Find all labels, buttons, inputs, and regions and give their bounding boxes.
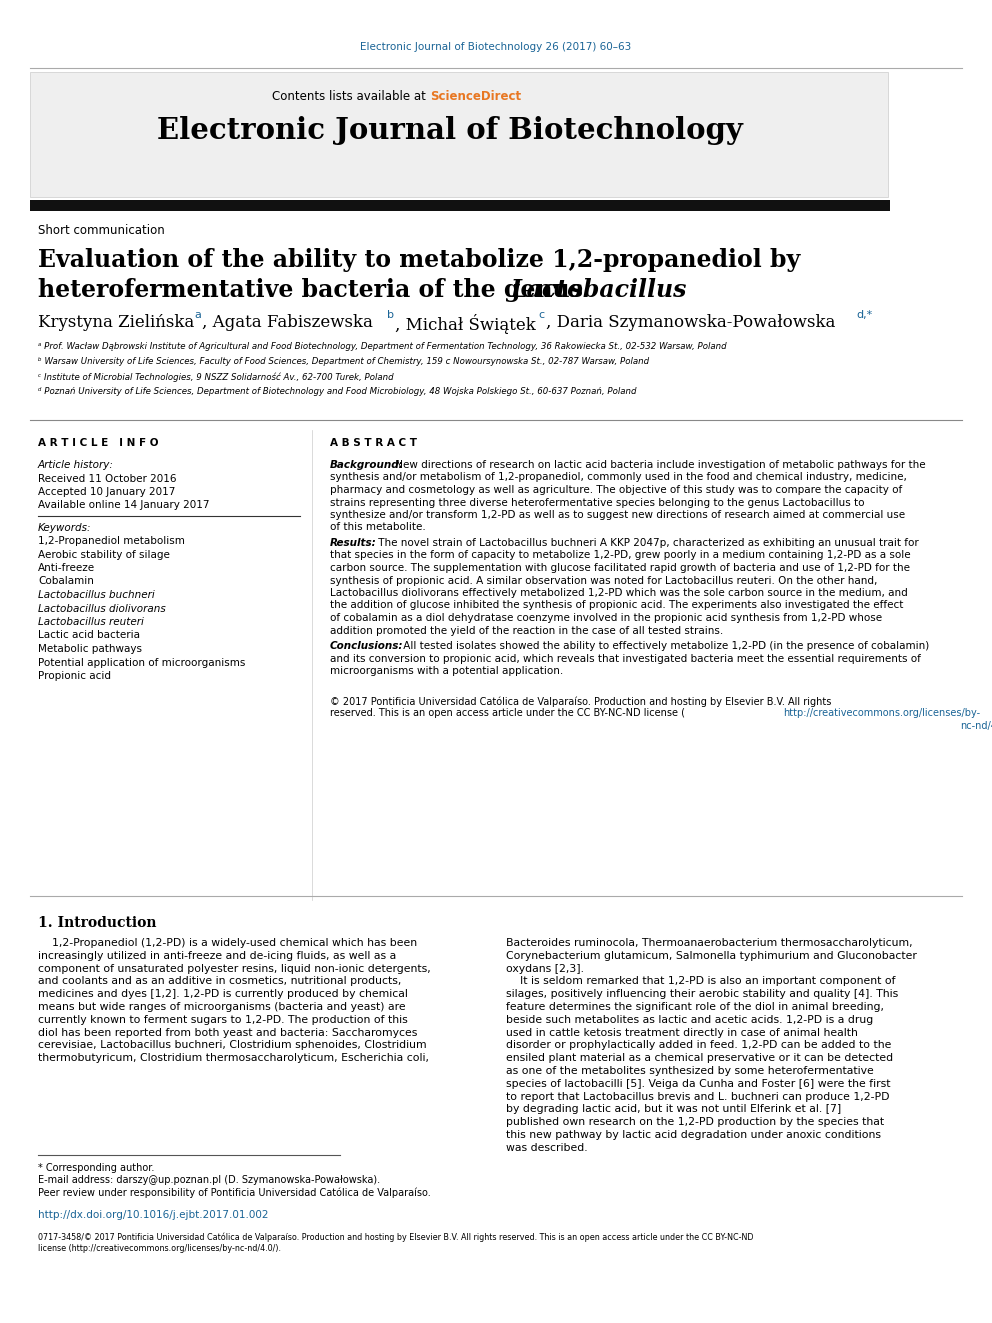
Text: a: a bbox=[194, 310, 200, 320]
Text: Electronic Journal of Biotechnology 26 (2017) 60–63: Electronic Journal of Biotechnology 26 (… bbox=[360, 42, 632, 52]
Text: thermobutyricum, Clostridium thermosaccharolyticum, Escherichia coli,: thermobutyricum, Clostridium thermosacch… bbox=[38, 1053, 429, 1064]
Text: ᵃ Prof. Wacław Dąbrowski Institute of Agricultural and Food Biotechnology, Depar: ᵃ Prof. Wacław Dąbrowski Institute of Ag… bbox=[38, 343, 726, 351]
Text: Peer review under responsibility of Pontificia Universidad Católica de Valparaís: Peer review under responsibility of Pont… bbox=[38, 1187, 431, 1197]
Text: this new pathway by lactic acid degradation under anoxic conditions: this new pathway by lactic acid degradat… bbox=[506, 1130, 881, 1140]
Text: synthesis and/or metabolism of 1,2-propanediol, commonly used in the food and ch: synthesis and/or metabolism of 1,2-propa… bbox=[330, 472, 907, 483]
Text: medicines and dyes [1,2]. 1,2-PD is currently produced by chemical: medicines and dyes [1,2]. 1,2-PD is curr… bbox=[38, 990, 408, 999]
Text: and coolants and as an additive in cosmetics, nutritional products,: and coolants and as an additive in cosme… bbox=[38, 976, 402, 987]
Text: microorganisms with a potential application.: microorganisms with a potential applicat… bbox=[330, 665, 563, 676]
Text: All tested isolates showed the ability to effectively metabolize 1,2-PD (in the : All tested isolates showed the ability t… bbox=[400, 642, 930, 651]
Bar bbox=[30, 200, 890, 210]
Text: Lactic acid bacteria: Lactic acid bacteria bbox=[38, 631, 140, 640]
Text: that species in the form of capacity to metabolize 1,2-PD, grew poorly in a medi: that species in the form of capacity to … bbox=[330, 550, 911, 561]
Text: component of unsaturated polyester resins, liquid non-ionic detergents,: component of unsaturated polyester resin… bbox=[38, 963, 431, 974]
Text: ScienceDirect: ScienceDirect bbox=[430, 90, 521, 103]
Text: Evaluation of the ability to metabolize 1,2-propanediol by: Evaluation of the ability to metabolize … bbox=[38, 247, 801, 273]
Text: Accepted 10 January 2017: Accepted 10 January 2017 bbox=[38, 487, 176, 497]
Text: Lactobacillus diolivorans: Lactobacillus diolivorans bbox=[38, 603, 166, 614]
Text: http://dx.doi.org/10.1016/j.ejbt.2017.01.002: http://dx.doi.org/10.1016/j.ejbt.2017.01… bbox=[38, 1211, 269, 1220]
Text: by degrading lactic acid, but it was not until Elferink et al. [7]: by degrading lactic acid, but it was not… bbox=[506, 1105, 841, 1114]
Text: as one of the metabolites synthesized by some heterofermentative: as one of the metabolites synthesized by… bbox=[506, 1066, 874, 1076]
Text: strains representing three diverse heterofermentative species belonging to the g: strains representing three diverse heter… bbox=[330, 497, 864, 508]
Text: Propionic acid: Propionic acid bbox=[38, 671, 111, 681]
Text: 1. Introduction: 1. Introduction bbox=[38, 916, 157, 930]
Text: b: b bbox=[387, 310, 394, 320]
Text: c: c bbox=[538, 310, 545, 320]
Text: diol has been reported from both yeast and bacteria: Saccharomyces: diol has been reported from both yeast a… bbox=[38, 1028, 418, 1037]
Text: Aerobic stability of silage: Aerobic stability of silage bbox=[38, 549, 170, 560]
Text: oxydans [2,3].: oxydans [2,3]. bbox=[506, 963, 584, 974]
Text: cerevisiae, Lactobacillus buchneri, Clostridium sphenoides, Clostridium: cerevisiae, Lactobacillus buchneri, Clos… bbox=[38, 1040, 427, 1050]
Text: Electronic Journal of Biotechnology: Electronic Journal of Biotechnology bbox=[157, 116, 743, 146]
Text: Metabolic pathways: Metabolic pathways bbox=[38, 644, 142, 654]
Text: It is seldom remarked that 1,2-PD is also an important component of: It is seldom remarked that 1,2-PD is als… bbox=[506, 976, 896, 987]
Text: A R T I C L E   I N F O: A R T I C L E I N F O bbox=[38, 438, 159, 448]
Text: Background:: Background: bbox=[330, 460, 404, 470]
Text: carbon source. The supplementation with glucose facilitated rapid growth of bact: carbon source. The supplementation with … bbox=[330, 564, 910, 573]
Text: Cobalamin: Cobalamin bbox=[38, 577, 94, 586]
Text: Received 11 October 2016: Received 11 October 2016 bbox=[38, 474, 177, 484]
Bar bbox=[30, 71, 888, 197]
Text: ᶜ Institute of Microbial Technologies, 9 NSZZ Solidarność Av., 62-700 Turek, Pol: ᶜ Institute of Microbial Technologies, 9… bbox=[38, 372, 394, 381]
Text: , Agata Fabiszewska: , Agata Fabiszewska bbox=[202, 314, 373, 331]
Text: ᵇ Warsaw University of Life Sciences, Faculty of Food Sciences, Department of Ch: ᵇ Warsaw University of Life Sciences, Fa… bbox=[38, 357, 649, 366]
Text: Available online 14 January 2017: Available online 14 January 2017 bbox=[38, 500, 209, 509]
Text: Lactobacillus: Lactobacillus bbox=[511, 278, 687, 302]
Text: addition promoted the yield of the reaction in the case of all tested strains.: addition promoted the yield of the react… bbox=[330, 626, 723, 635]
Text: Short communication: Short communication bbox=[38, 224, 165, 237]
Text: of this metabolite.: of this metabolite. bbox=[330, 523, 426, 532]
Text: d,*: d,* bbox=[856, 310, 872, 320]
Text: species of lactobacilli [5]. Veiga da Cunha and Foster [6] were the first: species of lactobacilli [5]. Veiga da Cu… bbox=[506, 1078, 891, 1089]
Text: to report that Lactobacillus brevis and L. buchneri can produce 1,2-PD: to report that Lactobacillus brevis and … bbox=[506, 1091, 890, 1102]
Text: 0717-3458/© 2017 Pontificia Universidad Católica de Valparaíso. Production and h: 0717-3458/© 2017 Pontificia Universidad … bbox=[38, 1232, 754, 1241]
Text: Lactobacillus diolivorans effectively metabolized 1,2-PD which was the sole carb: Lactobacillus diolivorans effectively me… bbox=[330, 587, 908, 598]
Text: means but wide ranges of microorganisms (bacteria and yeast) are: means but wide ranges of microorganisms … bbox=[38, 1002, 406, 1012]
Text: silages, positively influencing their aerobic stability and quality [4]. This: silages, positively influencing their ae… bbox=[506, 990, 898, 999]
Text: New directions of research on lactic acid bacteria include investigation of meta: New directions of research on lactic aci… bbox=[392, 460, 926, 470]
Text: Potential application of microorganisms: Potential application of microorganisms bbox=[38, 658, 245, 668]
Text: heterofermentative bacteria of the genus: heterofermentative bacteria of the genus bbox=[38, 278, 591, 302]
Text: nc-nd/4.0/: nc-nd/4.0/ bbox=[960, 721, 992, 730]
Text: Results:: Results: bbox=[330, 538, 377, 548]
Text: Keywords:: Keywords: bbox=[38, 523, 91, 533]
Text: disorder or prophylactically added in feed. 1,2-PD can be added to the: disorder or prophylactically added in fe… bbox=[506, 1040, 892, 1050]
Text: license (http://creativecommons.org/licenses/by-nc-nd/4.0/).: license (http://creativecommons.org/lice… bbox=[38, 1244, 281, 1253]
Text: Corynebacterium glutamicum, Salmonella typhimurium and Gluconobacter: Corynebacterium glutamicum, Salmonella t… bbox=[506, 951, 917, 960]
Text: increasingly utilized in anti-freeze and de-icing fluids, as well as a: increasingly utilized in anti-freeze and… bbox=[38, 951, 396, 960]
Text: the addition of glucose inhibited the synthesis of propionic acid. The experimen: the addition of glucose inhibited the sy… bbox=[330, 601, 904, 610]
Text: 1,2-Propanediol (1,2-PD) is a widely-used chemical which has been: 1,2-Propanediol (1,2-PD) is a widely-use… bbox=[38, 938, 417, 949]
Text: Contents lists available at: Contents lists available at bbox=[273, 90, 430, 103]
Text: * Corresponding author.: * Corresponding author. bbox=[38, 1163, 155, 1174]
Text: used in cattle ketosis treatment directly in case of animal health: used in cattle ketosis treatment directl… bbox=[506, 1028, 858, 1037]
Text: Article history:: Article history: bbox=[38, 460, 114, 470]
Text: Bacteroides ruminocola, Thermoanaerobacterium thermosaccharolyticum,: Bacteroides ruminocola, Thermoanaerobact… bbox=[506, 938, 913, 949]
Text: reserved. This is an open access article under the CC BY-NC-ND license (: reserved. This is an open access article… bbox=[330, 709, 685, 718]
Text: ᵈ Poznań University of Life Sciences, Department of Biotechnology and Food Micro: ᵈ Poznań University of Life Sciences, De… bbox=[38, 388, 637, 396]
Text: beside such metabolites as lactic and acetic acids. 1,2-PD is a drug: beside such metabolites as lactic and ac… bbox=[506, 1015, 873, 1025]
Text: ensiled plant material as a chemical preservative or it can be detected: ensiled plant material as a chemical pre… bbox=[506, 1053, 893, 1064]
Text: of cobalamin as a diol dehydratase coenzyme involved in the propionic acid synth: of cobalamin as a diol dehydratase coenz… bbox=[330, 613, 882, 623]
Text: pharmacy and cosmetology as well as agriculture. The objective of this study was: pharmacy and cosmetology as well as agri… bbox=[330, 486, 903, 495]
Text: The novel strain of Lactobacillus buchneri A KKP 2047p, characterized as exhibit: The novel strain of Lactobacillus buchne… bbox=[375, 538, 919, 548]
Text: Lactobacillus buchneri: Lactobacillus buchneri bbox=[38, 590, 155, 601]
Text: , Daria Szymanowska-Powałowska: , Daria Szymanowska-Powałowska bbox=[546, 314, 835, 331]
Text: currently known to ferment sugars to 1,2-PD. The production of this: currently known to ferment sugars to 1,2… bbox=[38, 1015, 408, 1025]
Text: and its conversion to propionic acid, which reveals that investigated bacteria m: and its conversion to propionic acid, wh… bbox=[330, 654, 921, 664]
Text: Conclusions:: Conclusions: bbox=[330, 642, 404, 651]
Text: synthesize and/or transform 1,2-PD as well as to suggest new directions of resea: synthesize and/or transform 1,2-PD as we… bbox=[330, 509, 905, 520]
Text: Anti-freeze: Anti-freeze bbox=[38, 564, 95, 573]
Text: synthesis of propionic acid. A similar observation was noted for Lactobacillus r: synthesis of propionic acid. A similar o… bbox=[330, 576, 877, 586]
Text: , Michał Świątek: , Michał Świątek bbox=[395, 314, 536, 333]
Text: was described.: was described. bbox=[506, 1143, 587, 1152]
Text: Krystyna Zielińska: Krystyna Zielińska bbox=[38, 314, 194, 331]
Text: http://creativecommons.org/licenses/by-: http://creativecommons.org/licenses/by- bbox=[783, 709, 980, 718]
Text: 1,2-Propanediol metabolism: 1,2-Propanediol metabolism bbox=[38, 536, 185, 546]
Text: E-mail address: darszy@up.poznan.pl (D. Szymanowska-Powałowska).: E-mail address: darszy@up.poznan.pl (D. … bbox=[38, 1175, 380, 1185]
Text: Lactobacillus reuteri: Lactobacillus reuteri bbox=[38, 617, 144, 627]
Text: © 2017 Pontificia Universidad Católica de Valparaíso. Production and hosting by : © 2017 Pontificia Universidad Católica d… bbox=[330, 696, 831, 706]
Text: feature determines the significant role of the diol in animal breeding,: feature determines the significant role … bbox=[506, 1002, 884, 1012]
Text: published own research on the 1,2-PD production by the species that: published own research on the 1,2-PD pro… bbox=[506, 1117, 884, 1127]
Text: A B S T R A C T: A B S T R A C T bbox=[330, 438, 417, 448]
